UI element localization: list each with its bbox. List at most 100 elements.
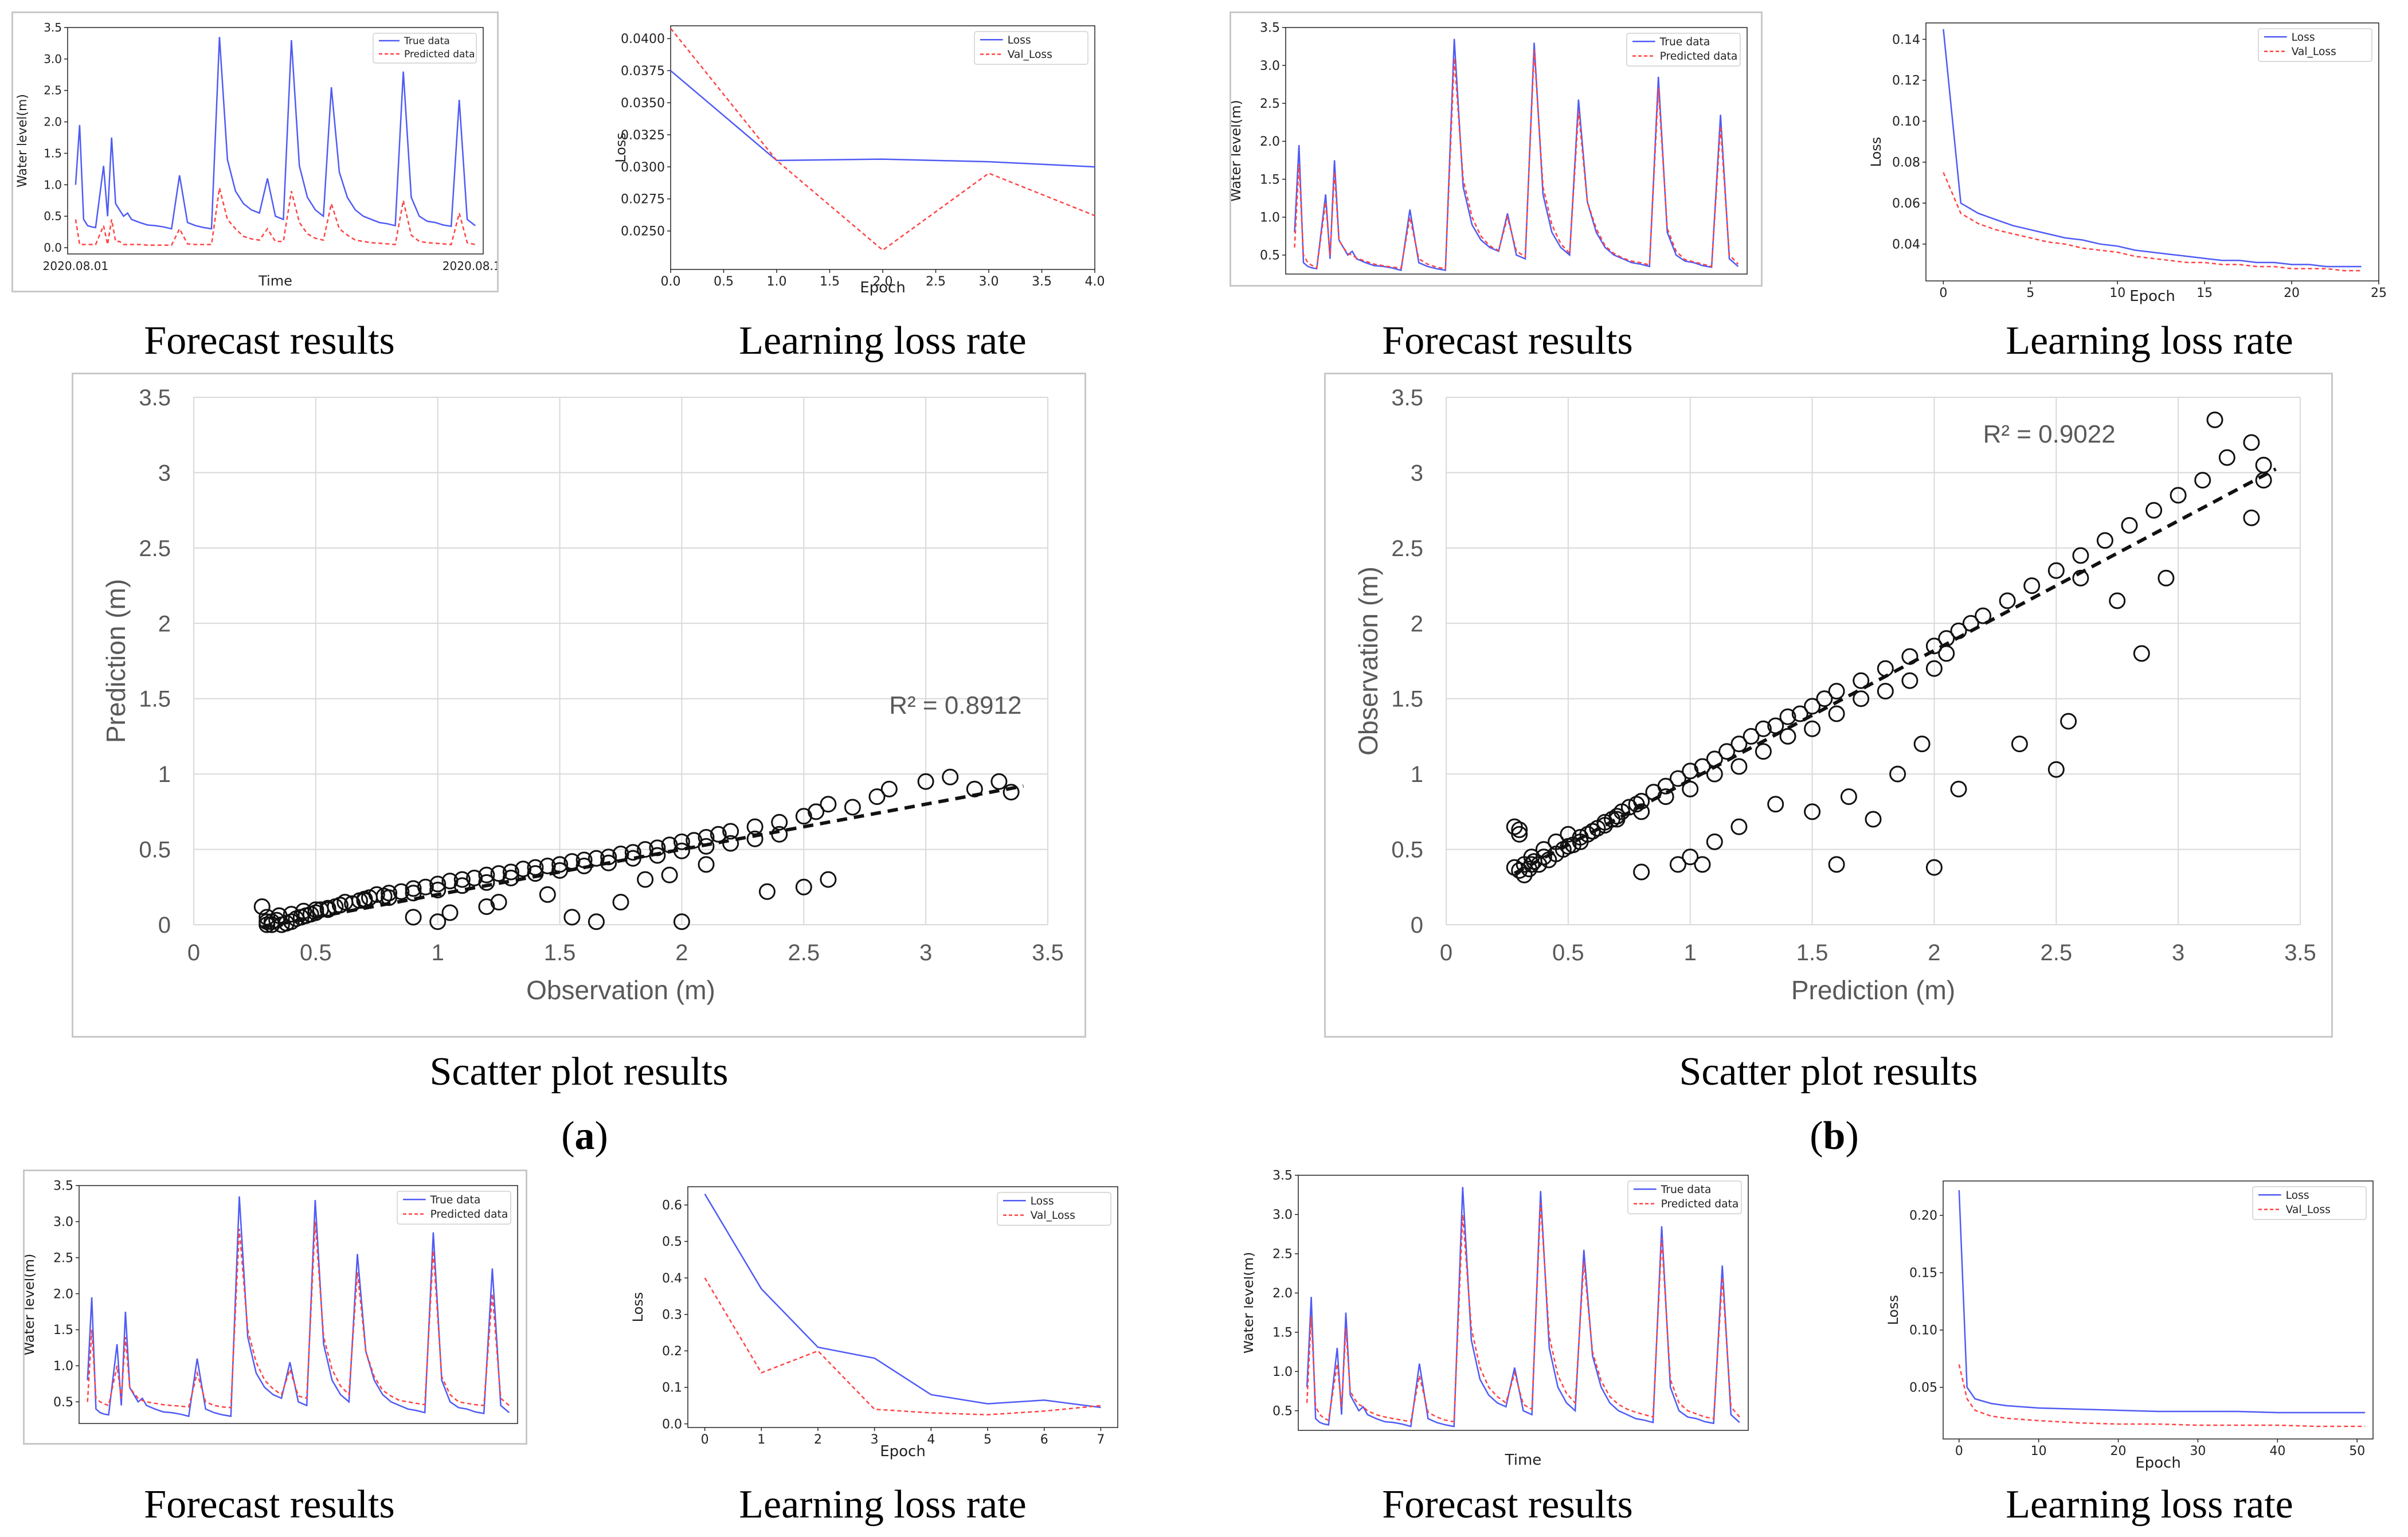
scatter-point [2206, 411, 2223, 428]
scatter-point [283, 906, 300, 923]
caption-a-forecast: Forecast results [144, 319, 395, 363]
scatter-point [1669, 770, 1686, 787]
y-tick-label: 0.15 [1909, 1266, 1937, 1281]
y-axis-label: Water level(m) [15, 94, 30, 187]
y-tick-label: 1.5 [1260, 173, 1280, 187]
series-line-true-data [1294, 38, 1739, 271]
scatter-point [1608, 811, 1626, 828]
x-tick-label: 3 [871, 1433, 879, 1447]
scatter-point [1828, 683, 1845, 700]
plot-frame [687, 1186, 1118, 1428]
y-tick-label: 1 [1411, 762, 1423, 787]
chart-b-scatter-svg: 0 0.5 1 1.5 2 2.5 3 3.5 0 0.5 1 1.5 2 2.5 3 3.5 Predicti… [1353, 385, 2316, 1005]
series-line-val-loss [1943, 172, 2362, 272]
chart-a-forecast: 0.0 0.5 1.0 1.5 2.0 2.5 3.0 3.5 2020.08.01 2020.0… [11, 11, 499, 292]
x-tick-label: 1.5 [1796, 940, 1828, 965]
y-tick-label: 2 [1411, 611, 1423, 636]
x-tick-label: 30 [2190, 1444, 2206, 1458]
y-tick-label: 0.0 [44, 241, 62, 255]
scatter-point [2060, 713, 2077, 730]
scatter-point [1804, 698, 1821, 715]
y-tick-label: 3.5 [1272, 1169, 1293, 1183]
y-axis-label: Loss [1885, 1295, 1901, 1325]
scatter-point [698, 838, 715, 855]
scatter-point [1694, 856, 1711, 873]
scatter-point [612, 894, 629, 911]
y-tick-label: 2.5 [53, 1251, 73, 1265]
y-tick-label: 2.0 [1272, 1286, 1293, 1301]
scatter-point [1901, 672, 1918, 689]
scatter-point [1816, 690, 1833, 707]
scatter-point [2047, 761, 2065, 778]
scatter-point [2243, 434, 2260, 451]
scatter-point [1938, 645, 1955, 662]
x-tick-label: 2 [675, 940, 688, 965]
scatter-point [405, 885, 422, 902]
x-axis-label: Time [1505, 1452, 1542, 1469]
x-tick-label: 1 [1684, 940, 1697, 965]
y-tick-label: 0.0375 [621, 64, 665, 79]
scatter-point [453, 877, 471, 894]
scatter-point [1865, 811, 1882, 828]
scatter-point [758, 883, 776, 900]
scatter-point [2218, 449, 2235, 466]
x-tick-label: 3.5 [2284, 940, 2316, 965]
y-tick-label: 0.05 [1909, 1381, 1937, 1395]
scatter-point [381, 885, 398, 902]
scatter-point [563, 909, 581, 926]
scatter-point [808, 803, 825, 820]
scatter-point [1535, 841, 1552, 858]
x-tick-label: 0.5 [714, 275, 734, 289]
y-tick-label: 1.5 [44, 146, 62, 160]
chart-d-forecast: 0.5 1.0 1.5 2.0 2.5 3.0 3.5 Water level(m) Time T… [1244, 1164, 1760, 1479]
scatter-point [820, 871, 837, 888]
scatter-point [2011, 736, 2028, 753]
legend-label: True data [430, 1194, 481, 1206]
chart-b-forecast: 0.5 1.0 1.5 2.0 2.5 3.0 3.5 Water level(m) True … [1230, 11, 1763, 287]
x-axis-label: Epoch [2129, 288, 2175, 305]
scatter-point [429, 875, 447, 893]
x-tick-label: 1.5 [820, 275, 840, 289]
plot-frame [1285, 27, 1748, 275]
scatter-point [441, 904, 459, 921]
y-tick-label: 0.20 [1909, 1209, 1937, 1223]
scatter-point [771, 814, 788, 831]
chart-c-forecast-svg: 0.5 1.0 1.5 2.0 2.5 3.0 3.5 Water level(m) True … [25, 1179, 518, 1424]
caption-c-forecast: Forecast results [144, 1483, 395, 1527]
scatter-point [880, 780, 898, 797]
y-tick-label: 3 [1411, 460, 1423, 486]
chart-d-loss-svg: 0.05 0.10 0.15 0.20 0 10 20 30 40 50 Loss Epoch Loss… [1885, 1180, 2374, 1472]
scatter-point [1925, 660, 1943, 677]
scatter-point [441, 873, 459, 890]
legend-label: Val_Loss [2292, 46, 2336, 58]
x-tick-label: 1 [757, 1433, 765, 1447]
y-tick-label: 3.5 [1260, 21, 1280, 36]
series-line-true-data [75, 37, 476, 230]
scatter-point [1999, 592, 2016, 609]
scatter-point [1779, 708, 1796, 725]
scatter-point [1579, 826, 1596, 843]
y-tick-label: 3.5 [53, 1179, 73, 1194]
x-tick-label: 1.0 [767, 275, 787, 289]
scatter-point [1804, 803, 1821, 820]
scatter-point [2072, 547, 2089, 564]
y-tick-label: 0.10 [1892, 115, 1920, 129]
y-tick-label: 3.0 [53, 1215, 73, 1230]
legend-label: Predicted data [1660, 50, 1738, 62]
x-tick-label: 5 [2026, 286, 2034, 300]
legend-label: True data [1659, 36, 1710, 48]
y-axis-label: Loss [613, 132, 629, 163]
chart-a-scatter-svg: 0 0.5 1 1.5 2 2.5 3 3.5 0 0.5 1 1.5 2 2.5 3 3.5 Observat… [101, 385, 1064, 1005]
series-line-loss [1943, 29, 2362, 268]
caption-a-loss: Learning loss rate [739, 319, 1027, 363]
r-squared-annotation: R² = 0.8912 [889, 691, 1021, 719]
y-tick-label: 3.5 [139, 385, 171, 410]
y-tick-label: 2.0 [53, 1287, 73, 1301]
y-tick-label: 0.08 [1892, 156, 1920, 170]
y-tick-label: 1.5 [1391, 687, 1423, 712]
y-tick-label: 0 [1411, 913, 1423, 938]
scatter-point [624, 844, 641, 861]
y-tick-label: 0.3 [662, 1308, 682, 1322]
legend-label: True data [404, 36, 450, 47]
y-axis-label: Water level(m) [25, 1254, 37, 1356]
